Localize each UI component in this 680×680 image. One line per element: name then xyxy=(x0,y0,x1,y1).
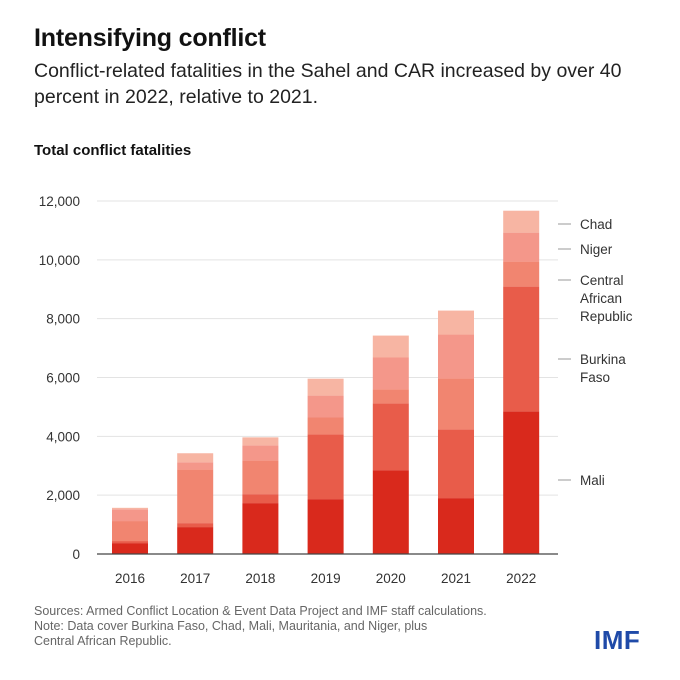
bar-segment-burkina-faso xyxy=(372,403,409,471)
sources-note: Sources: Armed Conflict Location & Event… xyxy=(34,604,487,618)
bar-segment-central-african-republic xyxy=(372,389,409,404)
x-tick-label: 2022 xyxy=(506,571,536,586)
y-tick-label: 8,000 xyxy=(46,312,80,327)
x-tick-label: 2016 xyxy=(115,571,145,586)
data-note-line-1: Note: Data cover Burkina Faso, Chad, Mal… xyxy=(34,619,428,633)
bar-segment-niger xyxy=(112,509,148,522)
bar-segment-niger xyxy=(242,445,279,461)
bar-segment-niger xyxy=(307,395,344,418)
bar-stack-2018 xyxy=(242,437,279,554)
bar-segment-mali xyxy=(242,503,279,554)
y-tick-label: 4,000 xyxy=(46,429,80,444)
chart-footer: Sources: Armed Conflict Location & Event… xyxy=(34,604,487,649)
bar-stack-2022 xyxy=(503,210,540,554)
legend-label: Burkina xyxy=(580,352,626,367)
legend-label: Central xyxy=(580,273,624,288)
legend: Chad Niger Central African Republic Burkina Fa… xyxy=(558,217,633,488)
bar-segment-mali xyxy=(177,527,214,554)
bar-segment-central-african-republic xyxy=(242,460,279,495)
bar-segment-chad xyxy=(307,378,344,396)
bar-segment-burkina-faso xyxy=(307,434,344,500)
bar-segment-central-african-republic xyxy=(503,261,540,287)
x-axis: 2016 2017 2018 2019 2020 2021 2022 xyxy=(115,571,536,586)
chart-subtitle: Conflict-related fatalities in the Sahel… xyxy=(34,60,622,108)
bar-segment-central-african-republic xyxy=(112,521,148,542)
bar-segment-central-african-republic xyxy=(438,378,474,430)
bar-segment-chad xyxy=(242,437,279,446)
bar-segment-burkina-faso xyxy=(242,494,279,504)
bar-segment-central-african-republic xyxy=(307,417,344,435)
bar-segment-niger xyxy=(438,334,474,379)
bar-stack-2020 xyxy=(372,335,409,554)
bar-segment-mali xyxy=(307,499,344,554)
x-tick-label: 2021 xyxy=(441,571,471,586)
legend-item-mali: Mali xyxy=(558,473,605,488)
x-tick-label: 2020 xyxy=(376,571,406,586)
bar-stack-2016 xyxy=(112,507,148,554)
bar-segment-mali xyxy=(112,543,148,554)
x-tick-label: 2017 xyxy=(180,571,210,586)
y-tick-label: 12,000 xyxy=(39,194,80,209)
bar-segment-niger xyxy=(177,462,214,470)
bar-segment-central-african-republic xyxy=(177,469,214,524)
bar-stack-2017 xyxy=(177,453,214,554)
bar-segment-niger xyxy=(503,232,540,262)
bar-stack-2019 xyxy=(307,378,344,554)
chart-headline: Intensifying conflict xyxy=(34,24,266,52)
imf-logo: IMF xyxy=(594,625,641,655)
legend-label: Mali xyxy=(580,473,605,488)
data-note-line-2: Central African Republic. xyxy=(34,634,172,648)
legend-label: Republic xyxy=(580,309,633,324)
legend-label: African xyxy=(580,291,622,306)
y-tick-label: 0 xyxy=(72,547,80,562)
bar-segment-burkina-faso xyxy=(438,429,474,499)
bars xyxy=(112,210,540,554)
legend-item-chad: Chad xyxy=(558,217,612,232)
y-tick-label: 10,000 xyxy=(39,253,80,268)
bar-segment-mali xyxy=(372,470,409,554)
y-axis: 0 2,000 4,000 6,000 8,000 10,000 12,000 xyxy=(39,194,80,562)
bar-segment-burkina-faso xyxy=(177,523,214,528)
bar-segment-burkina-faso xyxy=(112,541,148,544)
bar-segment-chad xyxy=(372,335,409,358)
legend-label: Chad xyxy=(580,217,612,232)
bar-segment-burkina-faso xyxy=(503,286,540,412)
legend-item-burkina-faso: Burkina Faso xyxy=(558,352,626,385)
legend-item-niger: Niger xyxy=(558,242,613,257)
bar-segment-mali xyxy=(438,498,474,554)
bar-segment-mali xyxy=(503,411,540,554)
bar-segment-niger xyxy=(372,357,409,390)
legend-label: Faso xyxy=(580,370,610,385)
x-tick-label: 2019 xyxy=(311,571,341,586)
bar-segment-chad xyxy=(438,310,474,335)
bar-segment-chad xyxy=(112,507,148,510)
bar-segment-chad xyxy=(177,453,214,463)
chart-title: Total conflict fatalities xyxy=(34,142,192,159)
y-tick-label: 2,000 xyxy=(46,488,80,503)
legend-item-central-african-republic: Central African Republic xyxy=(558,273,633,324)
bar-segment-chad xyxy=(503,210,540,233)
x-tick-label: 2018 xyxy=(245,571,275,586)
legend-label: Niger xyxy=(580,242,613,257)
y-tick-label: 6,000 xyxy=(46,371,80,386)
bar-stack-2021 xyxy=(438,310,474,554)
